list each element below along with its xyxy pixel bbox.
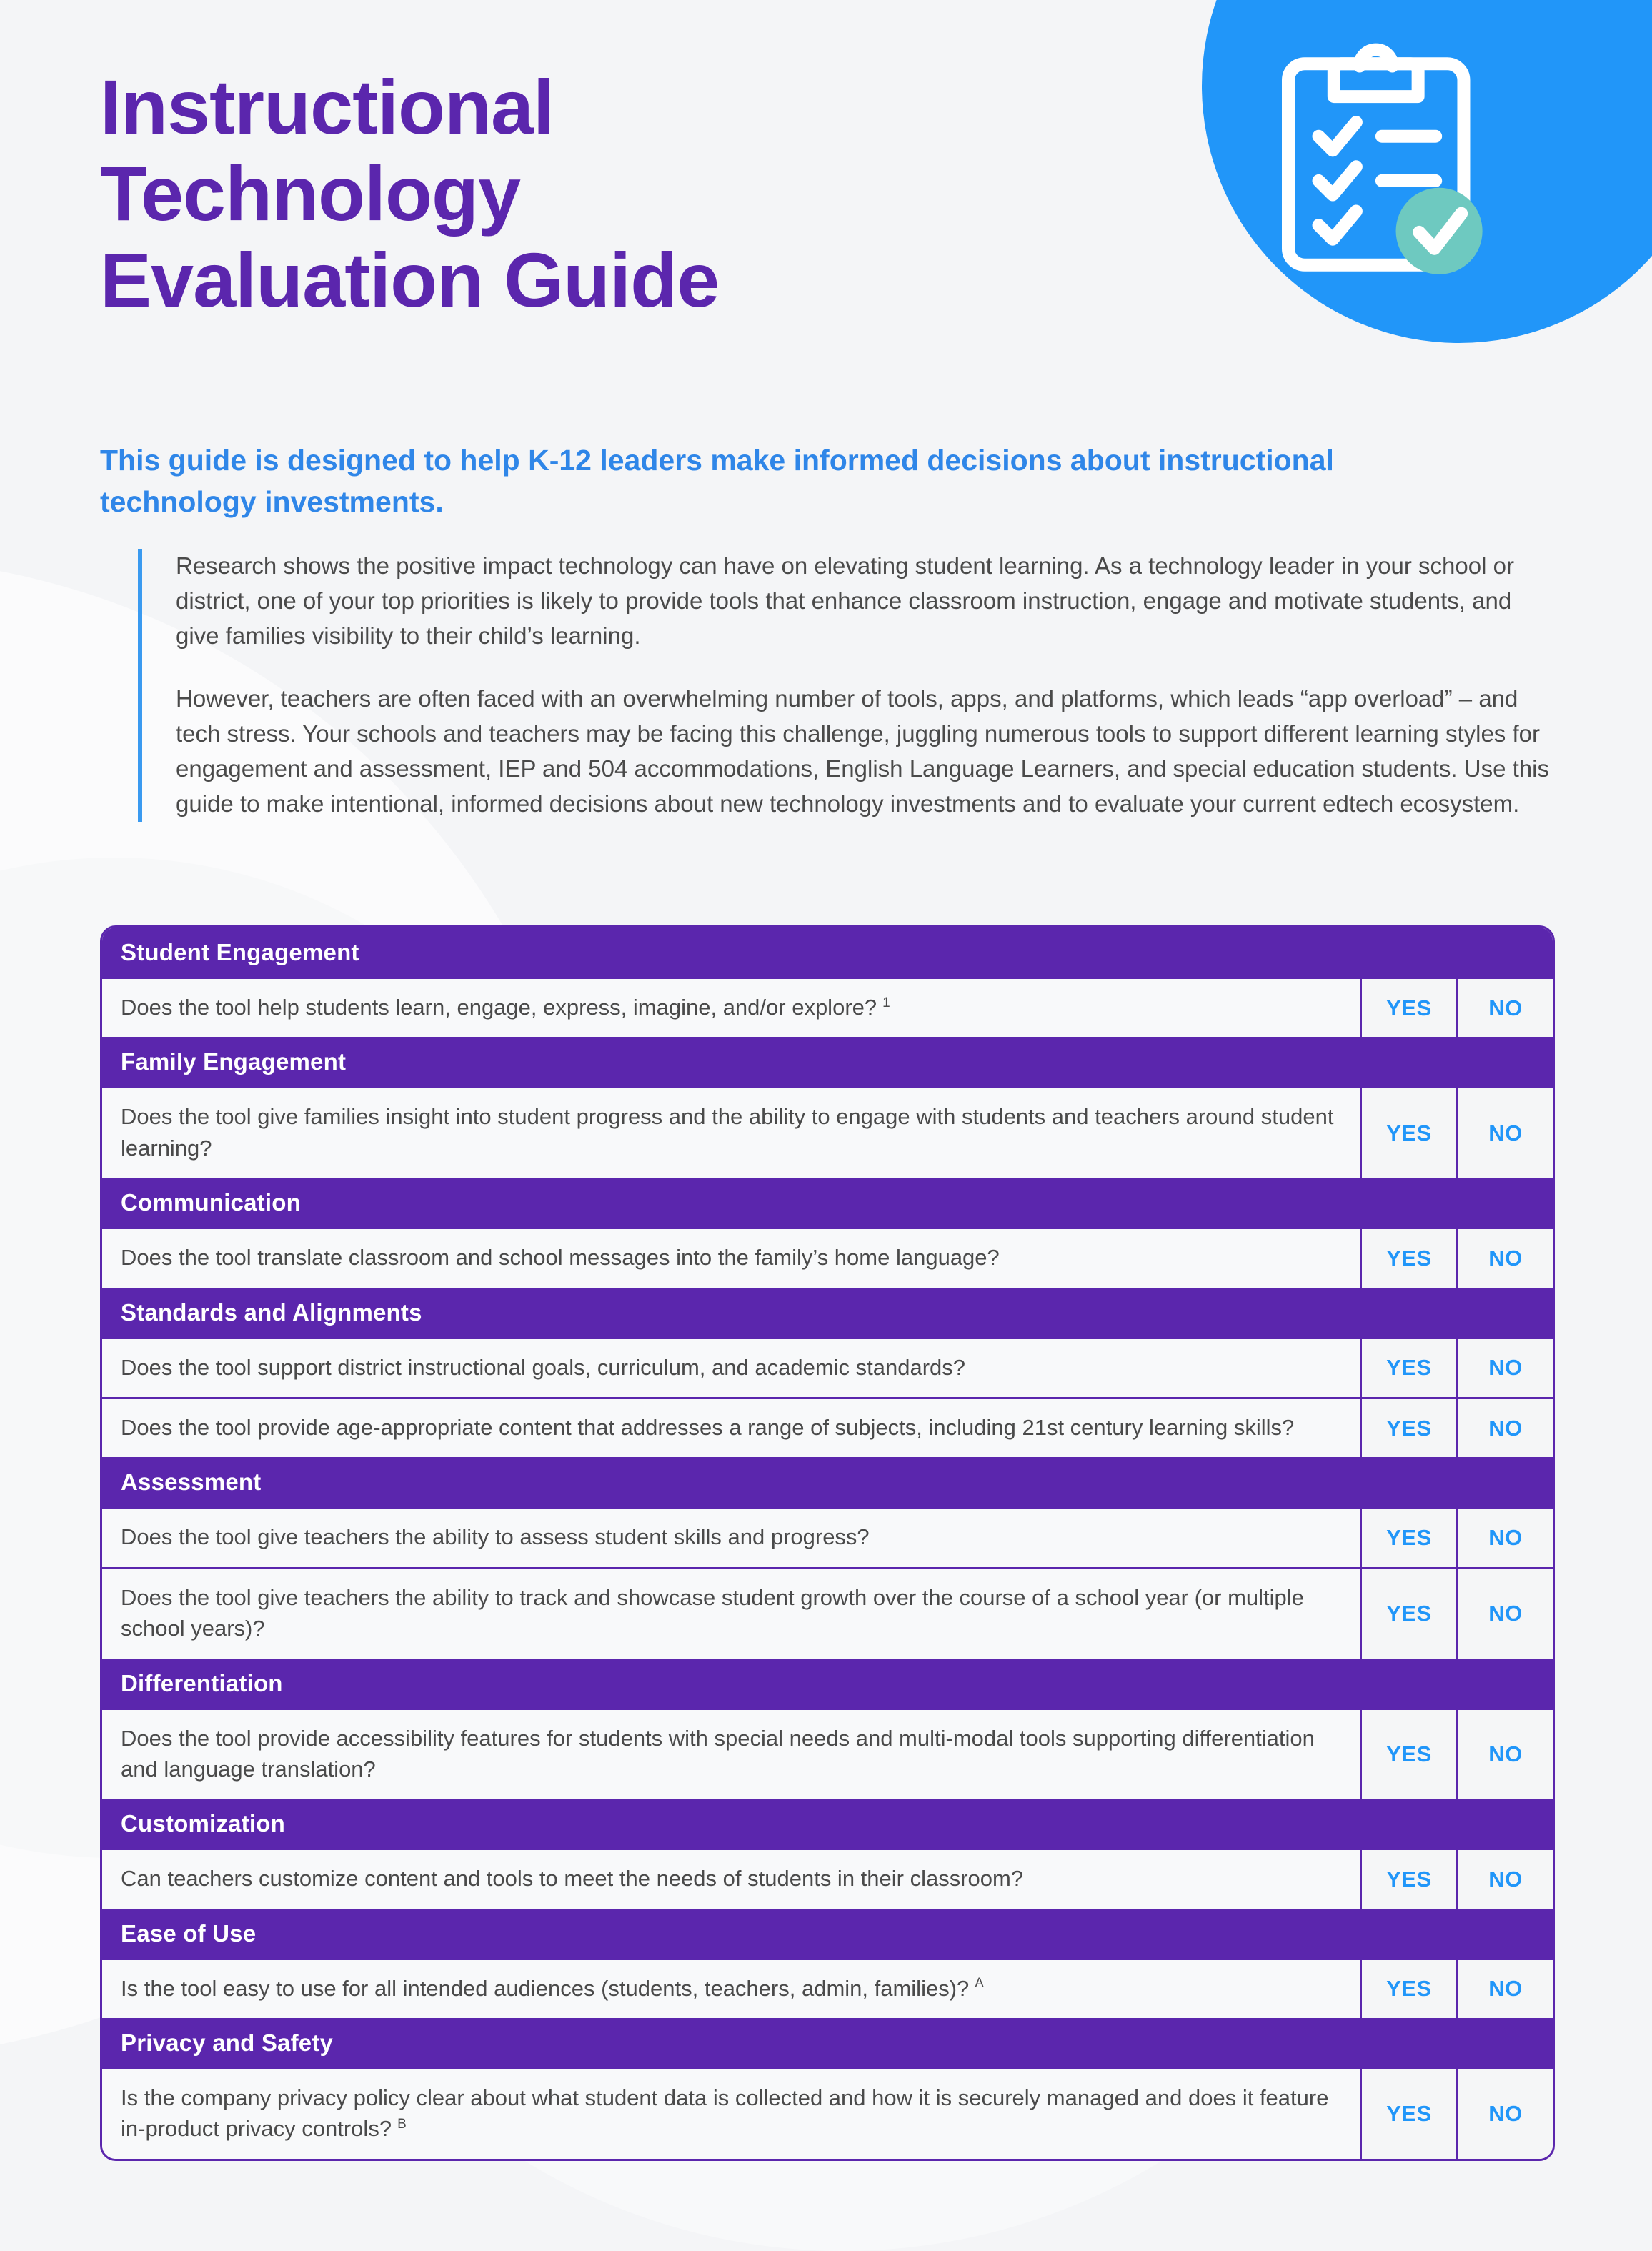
section-header-2: Communication: [102, 1178, 1553, 1230]
answer-no-cell[interactable]: NO: [1456, 1229, 1553, 1288]
title-line-1: Instructional: [100, 64, 554, 150]
question-text: Does the tool translate classroom and sc…: [102, 1229, 1360, 1288]
checklist-row: Is the company privacy policy clear abou…: [102, 2069, 1553, 2159]
answer-yes-cell[interactable]: YES: [1360, 1088, 1456, 1178]
title-line-2: Technology: [100, 149, 521, 237]
intro-paragraph-1: Research shows the positive impact techn…: [176, 552, 1514, 649]
answer-no-cell[interactable]: NO: [1456, 1569, 1553, 1659]
answer-yes-cell[interactable]: YES: [1360, 1338, 1456, 1397]
footnote-marker: B: [397, 2117, 407, 2132]
answer-no-cell[interactable]: NO: [1456, 1088, 1553, 1178]
section-header-1: Family Engagement: [102, 1037, 1553, 1089]
section-header-0: Student Engagement: [102, 928, 1553, 979]
checklist-row: Does the tool give teachers the ability …: [102, 1566, 1553, 1659]
page-title: Instructional Technology Evaluation Guid…: [100, 64, 1100, 324]
answer-yes-cell[interactable]: YES: [1360, 2069, 1456, 2159]
clipboard-checklist-icon: [1273, 36, 1509, 293]
question-text: Does the tool provide accessibility feat…: [102, 1709, 1360, 1799]
answer-no-cell[interactable]: NO: [1456, 1850, 1553, 1909]
footnote-marker: 1: [882, 995, 890, 1010]
question-text: Does the tool support district instructi…: [102, 1338, 1360, 1397]
question-text: Does the tool give teachers the ability …: [102, 1509, 1360, 1567]
answer-no-cell[interactable]: NO: [1456, 979, 1553, 1038]
question-text: Does the tool help students learn, engag…: [102, 979, 1360, 1038]
answer-no-cell[interactable]: NO: [1456, 1398, 1553, 1458]
checklist-row: Does the tool give teachers the ability …: [102, 1509, 1553, 1567]
checklist-row: Does the tool translate classroom and sc…: [102, 1229, 1553, 1288]
question-text: Does the tool provide age-appropriate co…: [102, 1398, 1360, 1458]
intro-quote-block: Research shows the positive impact techn…: [138, 549, 1553, 822]
section-header-4: Assessment: [102, 1457, 1553, 1509]
evaluation-checklist-table: Student Engagement Does the tool help stu…: [100, 925, 1555, 2161]
checklist-row: Is the tool easy to use for all intended…: [102, 1959, 1553, 2019]
question-text: Is the tool easy to use for all intended…: [102, 1959, 1360, 2019]
answer-yes-cell[interactable]: YES: [1360, 1850, 1456, 1909]
title-line-3: Evaluation Guide: [100, 236, 720, 323]
section-header-3: Standards and Alignments: [102, 1287, 1553, 1339]
answer-no-cell[interactable]: NO: [1456, 1509, 1553, 1567]
answer-yes-cell[interactable]: YES: [1360, 1398, 1456, 1458]
question-text: Does the tool give families insight into…: [102, 1088, 1360, 1178]
checklist-row: Does the tool provide accessibility feat…: [102, 1709, 1553, 1799]
section-header-5: Differentiation: [102, 1658, 1553, 1710]
document-page: Instructional Technology Evaluation Guid…: [100, 0, 1652, 2161]
answer-no-cell[interactable]: NO: [1456, 1959, 1553, 2019]
question-text: Can teachers customize content and tools…: [102, 1850, 1360, 1909]
answer-yes-cell[interactable]: YES: [1360, 1569, 1456, 1659]
answer-yes-cell[interactable]: YES: [1360, 1709, 1456, 1799]
answer-yes-cell[interactable]: YES: [1360, 1229, 1456, 1288]
page-subtitle: This guide is designed to help K-12 lead…: [100, 444, 1334, 519]
answer-yes-cell[interactable]: YES: [1360, 979, 1456, 1038]
section-header-8: Privacy and Safety: [102, 2018, 1553, 2070]
checklist-row: Does the tool help students learn, engag…: [102, 979, 1553, 1038]
question-text: Does the tool give teachers the ability …: [102, 1569, 1360, 1659]
checklist-row: Does the tool support district instructi…: [102, 1338, 1553, 1397]
question-text: Is the company privacy policy clear abou…: [102, 2069, 1360, 2159]
answer-yes-cell[interactable]: YES: [1360, 1959, 1456, 2019]
section-header-6: Customization: [102, 1799, 1553, 1851]
checklist-row: Does the tool provide age-appropriate co…: [102, 1396, 1553, 1458]
checklist-row: Does the tool give families insight into…: [102, 1088, 1553, 1178]
footnote-marker: A: [975, 1976, 984, 1992]
answer-yes-cell[interactable]: YES: [1360, 1509, 1456, 1567]
answer-no-cell[interactable]: NO: [1456, 1709, 1553, 1799]
section-header-7: Ease of Use: [102, 1908, 1553, 1960]
answer-no-cell[interactable]: NO: [1456, 1338, 1553, 1397]
answer-no-cell[interactable]: NO: [1456, 2069, 1553, 2159]
intro-paragraph-2: However, teachers are often faced with a…: [176, 685, 1549, 817]
checklist-row: Can teachers customize content and tools…: [102, 1850, 1553, 1909]
